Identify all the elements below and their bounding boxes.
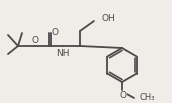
Text: O: O bbox=[51, 28, 58, 36]
Text: O: O bbox=[31, 36, 39, 44]
Text: CH₃: CH₃ bbox=[139, 92, 154, 101]
Text: OH: OH bbox=[101, 13, 115, 22]
Text: NH: NH bbox=[56, 49, 70, 57]
Text: O: O bbox=[120, 91, 126, 99]
